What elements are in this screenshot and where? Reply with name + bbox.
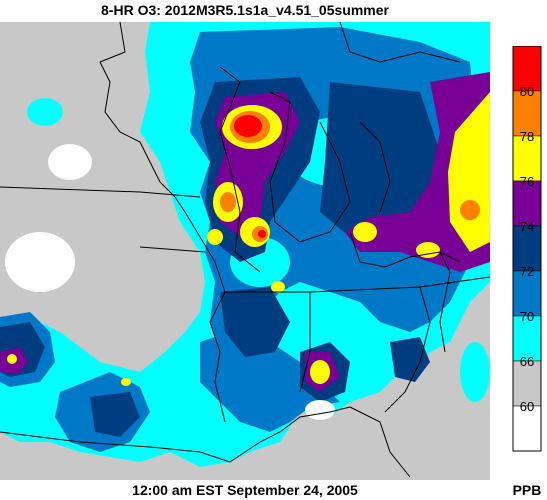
legend-bin bbox=[512, 46, 542, 92]
state-boundaries bbox=[0, 22, 490, 478]
map-title: 8-HR O3: 2012M3R5.1s1a_v4.51_05summer bbox=[101, 2, 389, 18]
legend-label: 74 bbox=[520, 219, 534, 234]
legend-label: 70 bbox=[520, 309, 534, 324]
legend-label: 76 bbox=[520, 174, 534, 189]
legend-bin bbox=[512, 315, 542, 362]
legend-label: 78 bbox=[520, 129, 534, 144]
legend-label: 72 bbox=[520, 264, 534, 279]
legend-label: 66 bbox=[520, 354, 534, 369]
units-label: PPB bbox=[512, 482, 542, 498]
color-legend: 80 78 76 74 72 70 66 60 bbox=[512, 46, 542, 452]
ozone-layer-below-60 bbox=[5, 144, 335, 420]
legend-frame bbox=[512, 46, 542, 452]
ozone-layer-above-80 bbox=[234, 115, 266, 238]
legend-bin bbox=[512, 135, 542, 182]
legend-label: 80 bbox=[520, 84, 534, 99]
legend-bin bbox=[512, 225, 542, 272]
timestamp: 12:00 am EST September 24, 2005 bbox=[132, 482, 358, 498]
ozone-map bbox=[0, 22, 490, 480]
legend-label: 60 bbox=[520, 399, 534, 414]
